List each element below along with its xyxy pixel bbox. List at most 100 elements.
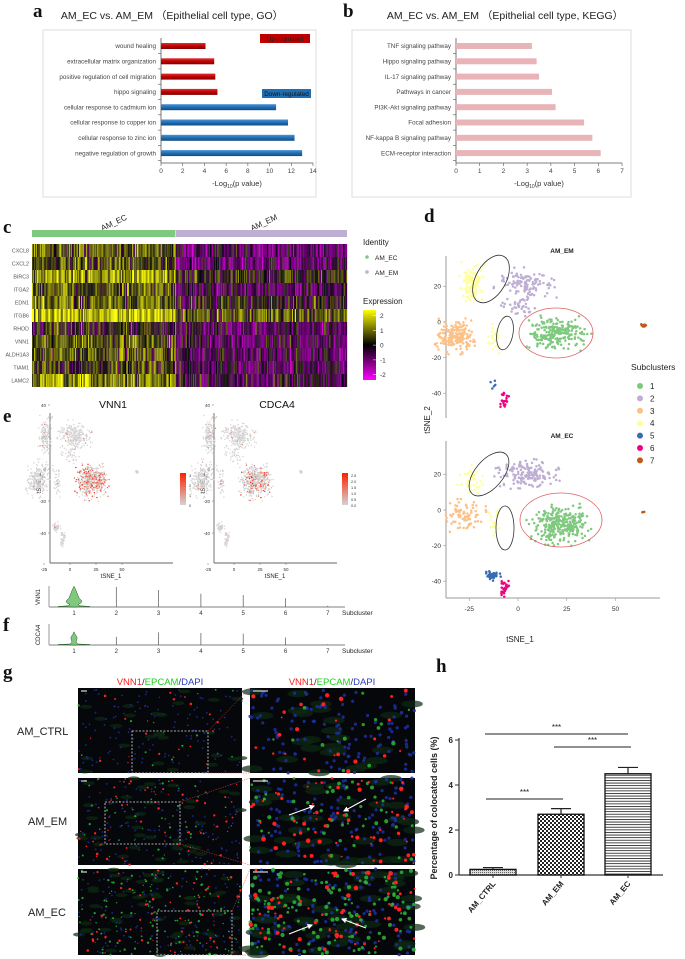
- heatmap-cell: [312, 335, 314, 348]
- heatmap-cell: [56, 283, 58, 296]
- cell-point: [569, 523, 573, 526]
- heatmap-cell: [189, 257, 191, 270]
- heatmap-cell: [300, 257, 302, 270]
- heatmap-cell: [83, 348, 85, 361]
- heatmap-cell: [145, 374, 147, 387]
- cell-point: [490, 336, 494, 340]
- heatmap-cell: [222, 348, 224, 361]
- heatmap-cell: [113, 283, 115, 296]
- heatmap-cell: [307, 348, 309, 361]
- heatmap-cell: [242, 309, 244, 322]
- heatmap-cell: [198, 322, 200, 335]
- cell-point: [467, 471, 470, 475]
- heatmap-cell: [268, 244, 270, 257]
- cell-point: [554, 478, 558, 482]
- cell-point: [458, 274, 461, 278]
- heatmap-cell: [126, 374, 129, 387]
- bar: [456, 88, 553, 95]
- heatmap-cell: [273, 296, 275, 309]
- cell-point: [450, 342, 454, 346]
- heatmap-cell: [345, 244, 348, 257]
- heatmap-cell: [50, 257, 52, 270]
- heatmap-cell: [108, 335, 110, 348]
- heatmap-cell: [260, 322, 262, 335]
- heatmap-cell: [76, 257, 79, 270]
- heatmap-cell: [313, 244, 315, 257]
- heatmap-cell: [195, 335, 197, 348]
- heatmap-cell: [156, 283, 158, 296]
- heatmap-cell: [202, 322, 204, 335]
- heatmap-cell: [57, 283, 59, 296]
- heatmap-cell: [178, 309, 180, 322]
- heatmap-cell: [281, 322, 283, 335]
- heatmap-cell: [119, 374, 122, 387]
- heatmap-cell: [141, 244, 143, 257]
- heatmap-cell: [161, 283, 163, 296]
- heatmap-cell: [330, 335, 332, 348]
- heatmap-cell: [120, 335, 123, 348]
- cell-point: [517, 472, 520, 476]
- heatmap-cell: [232, 244, 234, 257]
- heatmap-cell: [286, 309, 288, 322]
- heatmap-cell: [67, 270, 69, 283]
- heatmap-cell: [76, 335, 79, 348]
- heatmap-cell: [342, 335, 345, 348]
- cell-point: [548, 476, 551, 480]
- heatmap-cell: [295, 257, 297, 270]
- cell-point: [460, 483, 463, 486]
- heatmap-cell: [60, 244, 62, 257]
- cell-point: [559, 337, 563, 340]
- heatmap-cell: [114, 257, 116, 270]
- heatmap-cell: [311, 322, 313, 335]
- heatmap-cell: [240, 335, 243, 348]
- heatmap-cell: [240, 309, 243, 322]
- heatmap-cell: [81, 244, 83, 257]
- heatmap-cell: [114, 270, 116, 283]
- heatmap-cell: [300, 296, 302, 309]
- heatmap-cell: [114, 335, 116, 348]
- heatmap-cell: [326, 335, 328, 348]
- cell-point: [537, 467, 540, 471]
- cell-point: [567, 342, 571, 346]
- heatmap-cell: [258, 348, 260, 361]
- heatmap-cell: [341, 244, 343, 257]
- heatmap-cell: [304, 348, 306, 361]
- heatmap-cell: [264, 270, 267, 283]
- heatmap-cell: [291, 322, 294, 335]
- colorbar-tick-label: 0: [380, 343, 384, 350]
- heatmap-cell: [207, 257, 209, 270]
- legend-dot: [637, 407, 643, 414]
- heatmap-cell: [97, 348, 99, 361]
- heatmap-cell: [223, 322, 225, 335]
- heatmap-cell: [202, 296, 204, 309]
- heatmap-cell: [125, 322, 128, 335]
- heatmap-cell: [263, 335, 266, 348]
- heatmap-cell: [77, 257, 80, 270]
- cell-point: [459, 473, 462, 476]
- heatmap-cell: [183, 309, 186, 322]
- heatmap-cell: [204, 322, 206, 335]
- heatmap-cell: [206, 270, 208, 283]
- heatmap-cell: [322, 257, 324, 270]
- heatmap-cell: [86, 322, 88, 335]
- heatmap-cell: [255, 296, 257, 309]
- heatmap-cell: [110, 309, 112, 322]
- heatmap-cell: [87, 296, 89, 309]
- heatmap-cell: [136, 283, 138, 296]
- cell-point: [502, 280, 506, 283]
- heatmap-cell: [187, 309, 190, 322]
- heatmap-cell: [175, 322, 177, 335]
- heatmap-cell: [223, 296, 225, 309]
- heatmap-cell: [340, 270, 342, 283]
- heatmap-cell: [96, 270, 98, 283]
- heatmap-cell: [192, 296, 194, 309]
- heatmap-cell: [164, 322, 166, 335]
- cell-point: [570, 333, 573, 336]
- heatmap-cell: [61, 309, 63, 322]
- heatmap-cell: [144, 335, 146, 348]
- heatmap-cell: [220, 244, 222, 257]
- heatmap-cell: [185, 296, 188, 309]
- heatmap-cell: [272, 335, 274, 348]
- heatmap-cell: [113, 244, 115, 257]
- heatmap-cell: [119, 309, 122, 322]
